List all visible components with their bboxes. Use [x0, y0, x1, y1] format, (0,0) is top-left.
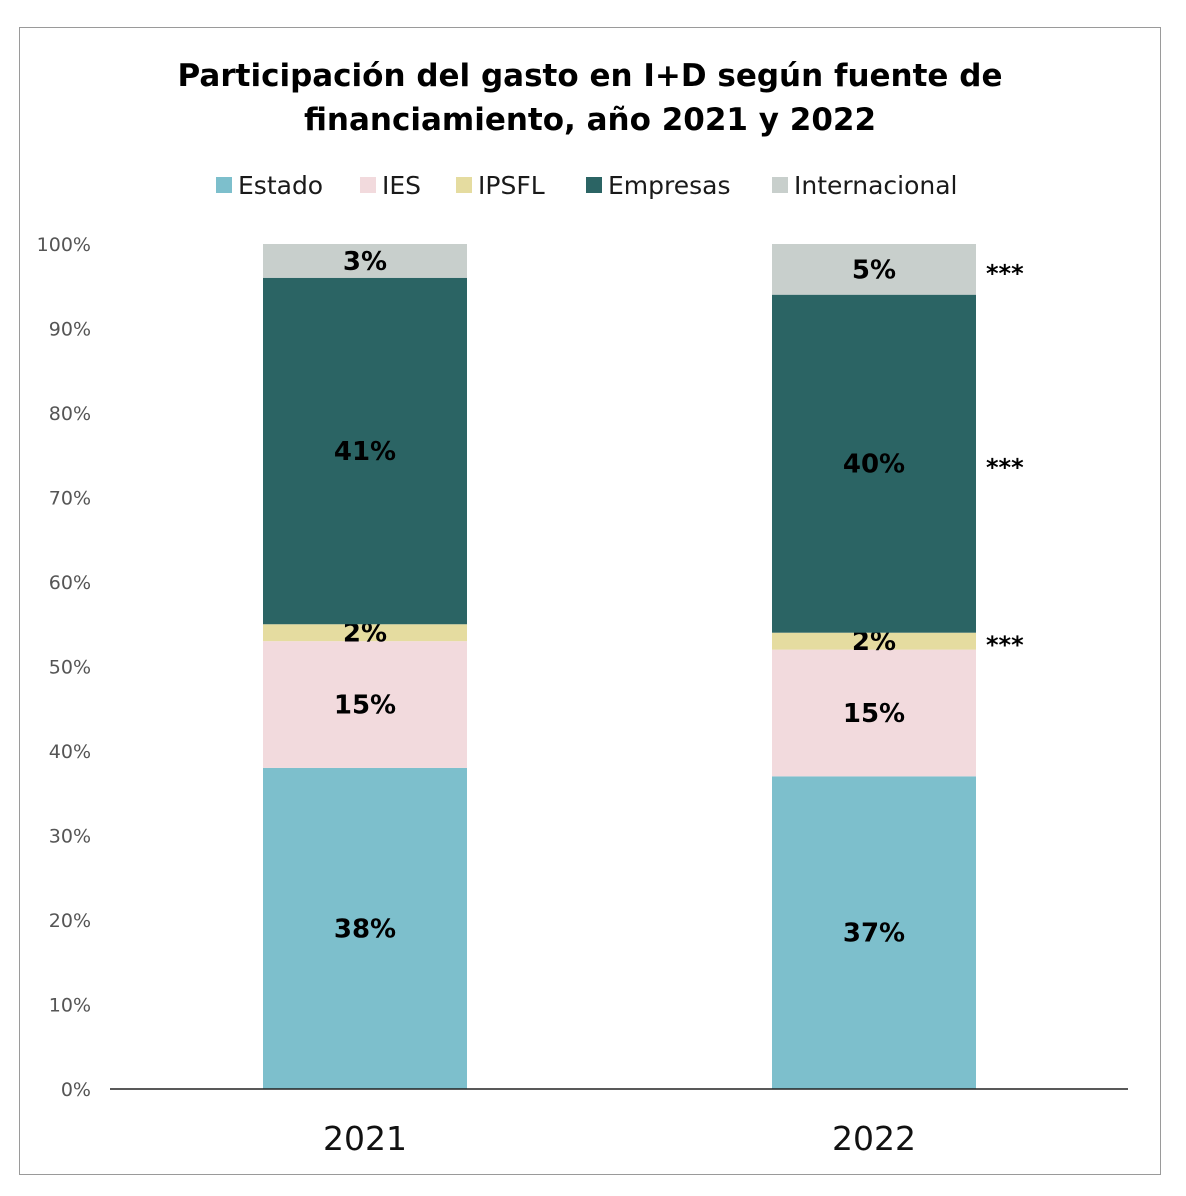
legend-item-ipsfl: IPSFL [456, 171, 545, 200]
bar-segment-internacional-2022 [772, 244, 976, 295]
bar-segment-estado-2021 [263, 767, 467, 1089]
y-tick-label: 80% [49, 403, 91, 425]
bar-2021: 38%15%2%41%3% [263, 244, 467, 1089]
legend-swatch [772, 177, 788, 193]
bar-segment-internacional-2021 [263, 244, 467, 278]
legend-item-ies: IES [360, 171, 421, 200]
legend-item-internacional: Internacional [772, 171, 958, 200]
y-tick-label: 70% [49, 488, 91, 510]
bar-segment-ies-2021 [263, 641, 467, 768]
data-label-ies-2022: 15% [843, 699, 905, 729]
bar-segment-empresas-2022 [772, 294, 976, 633]
bar-segment-ies-2022 [772, 649, 976, 777]
y-tick-label: 40% [49, 741, 91, 763]
data-label-empresas-2022: 40% [843, 450, 905, 480]
chart-title: Participación del gasto en I+D según fue… [178, 58, 1003, 138]
bar-segment-empresas-2021 [263, 277, 467, 625]
y-tick-label: 20% [49, 910, 91, 932]
bars: 38%15%2%41%3%37%15%2%40%5% [263, 244, 976, 1089]
chart-title-line-1: Participación del gasto en I+D según fue… [178, 58, 1003, 94]
y-tick-label: 10% [49, 995, 91, 1017]
x-axis: 2021 2022 [323, 1119, 916, 1158]
legend-swatch [456, 177, 472, 193]
legend-label: Internacional [794, 171, 958, 200]
y-tick-label: 50% [49, 657, 91, 679]
legend-swatch [216, 177, 232, 193]
data-label-empresas-2021: 41% [334, 437, 396, 467]
significance-marker: *** [986, 259, 1024, 287]
x-tick-label: 2021 [323, 1119, 407, 1158]
legend-label: IES [382, 171, 421, 200]
legend-swatch [360, 177, 376, 193]
y-tick-label: 60% [49, 572, 91, 594]
significance-marker: *** [986, 454, 1024, 482]
y-tick-label: 90% [49, 319, 91, 341]
data-label-internacional-2021: 3% [343, 247, 387, 277]
annotations: *** *** *** [986, 259, 1024, 659]
data-label-ies-2021: 15% [334, 691, 396, 721]
significance-marker: *** [986, 631, 1024, 659]
data-label-estado-2021: 38% [334, 914, 396, 944]
y-tick-label: 100% [37, 234, 91, 256]
y-tick-label: 30% [49, 826, 91, 848]
legend-label: IPSFL [478, 171, 545, 200]
chart-legend: Estado IES IPSFL Empresas Internacional [216, 171, 958, 200]
legend-label: Estado [238, 171, 323, 200]
bar-segment-ipsfl-2022 [772, 632, 976, 650]
legend-swatch [586, 177, 602, 193]
data-label-estado-2022: 37% [843, 919, 905, 949]
y-tick-label: 0% [61, 1079, 91, 1101]
bar-2022: 37%15%2%40%5% [772, 244, 976, 1089]
legend-label: Empresas [608, 171, 731, 200]
y-axis: 0% 10% 20% 30% 40% 50% 60% 70% 80% 90% 100% [37, 234, 91, 1101]
bar-segment-estado-2022 [772, 776, 976, 1089]
chart-title-line-2: financiamiento, año 2021 y 2022 [304, 102, 876, 138]
data-label-internacional-2022: 5% [852, 255, 896, 285]
x-tick-label: 2022 [832, 1119, 916, 1158]
legend-item-empresas: Empresas [586, 171, 731, 200]
bar-segment-ipsfl-2021 [263, 624, 467, 642]
legend-item-estado: Estado [216, 171, 323, 200]
